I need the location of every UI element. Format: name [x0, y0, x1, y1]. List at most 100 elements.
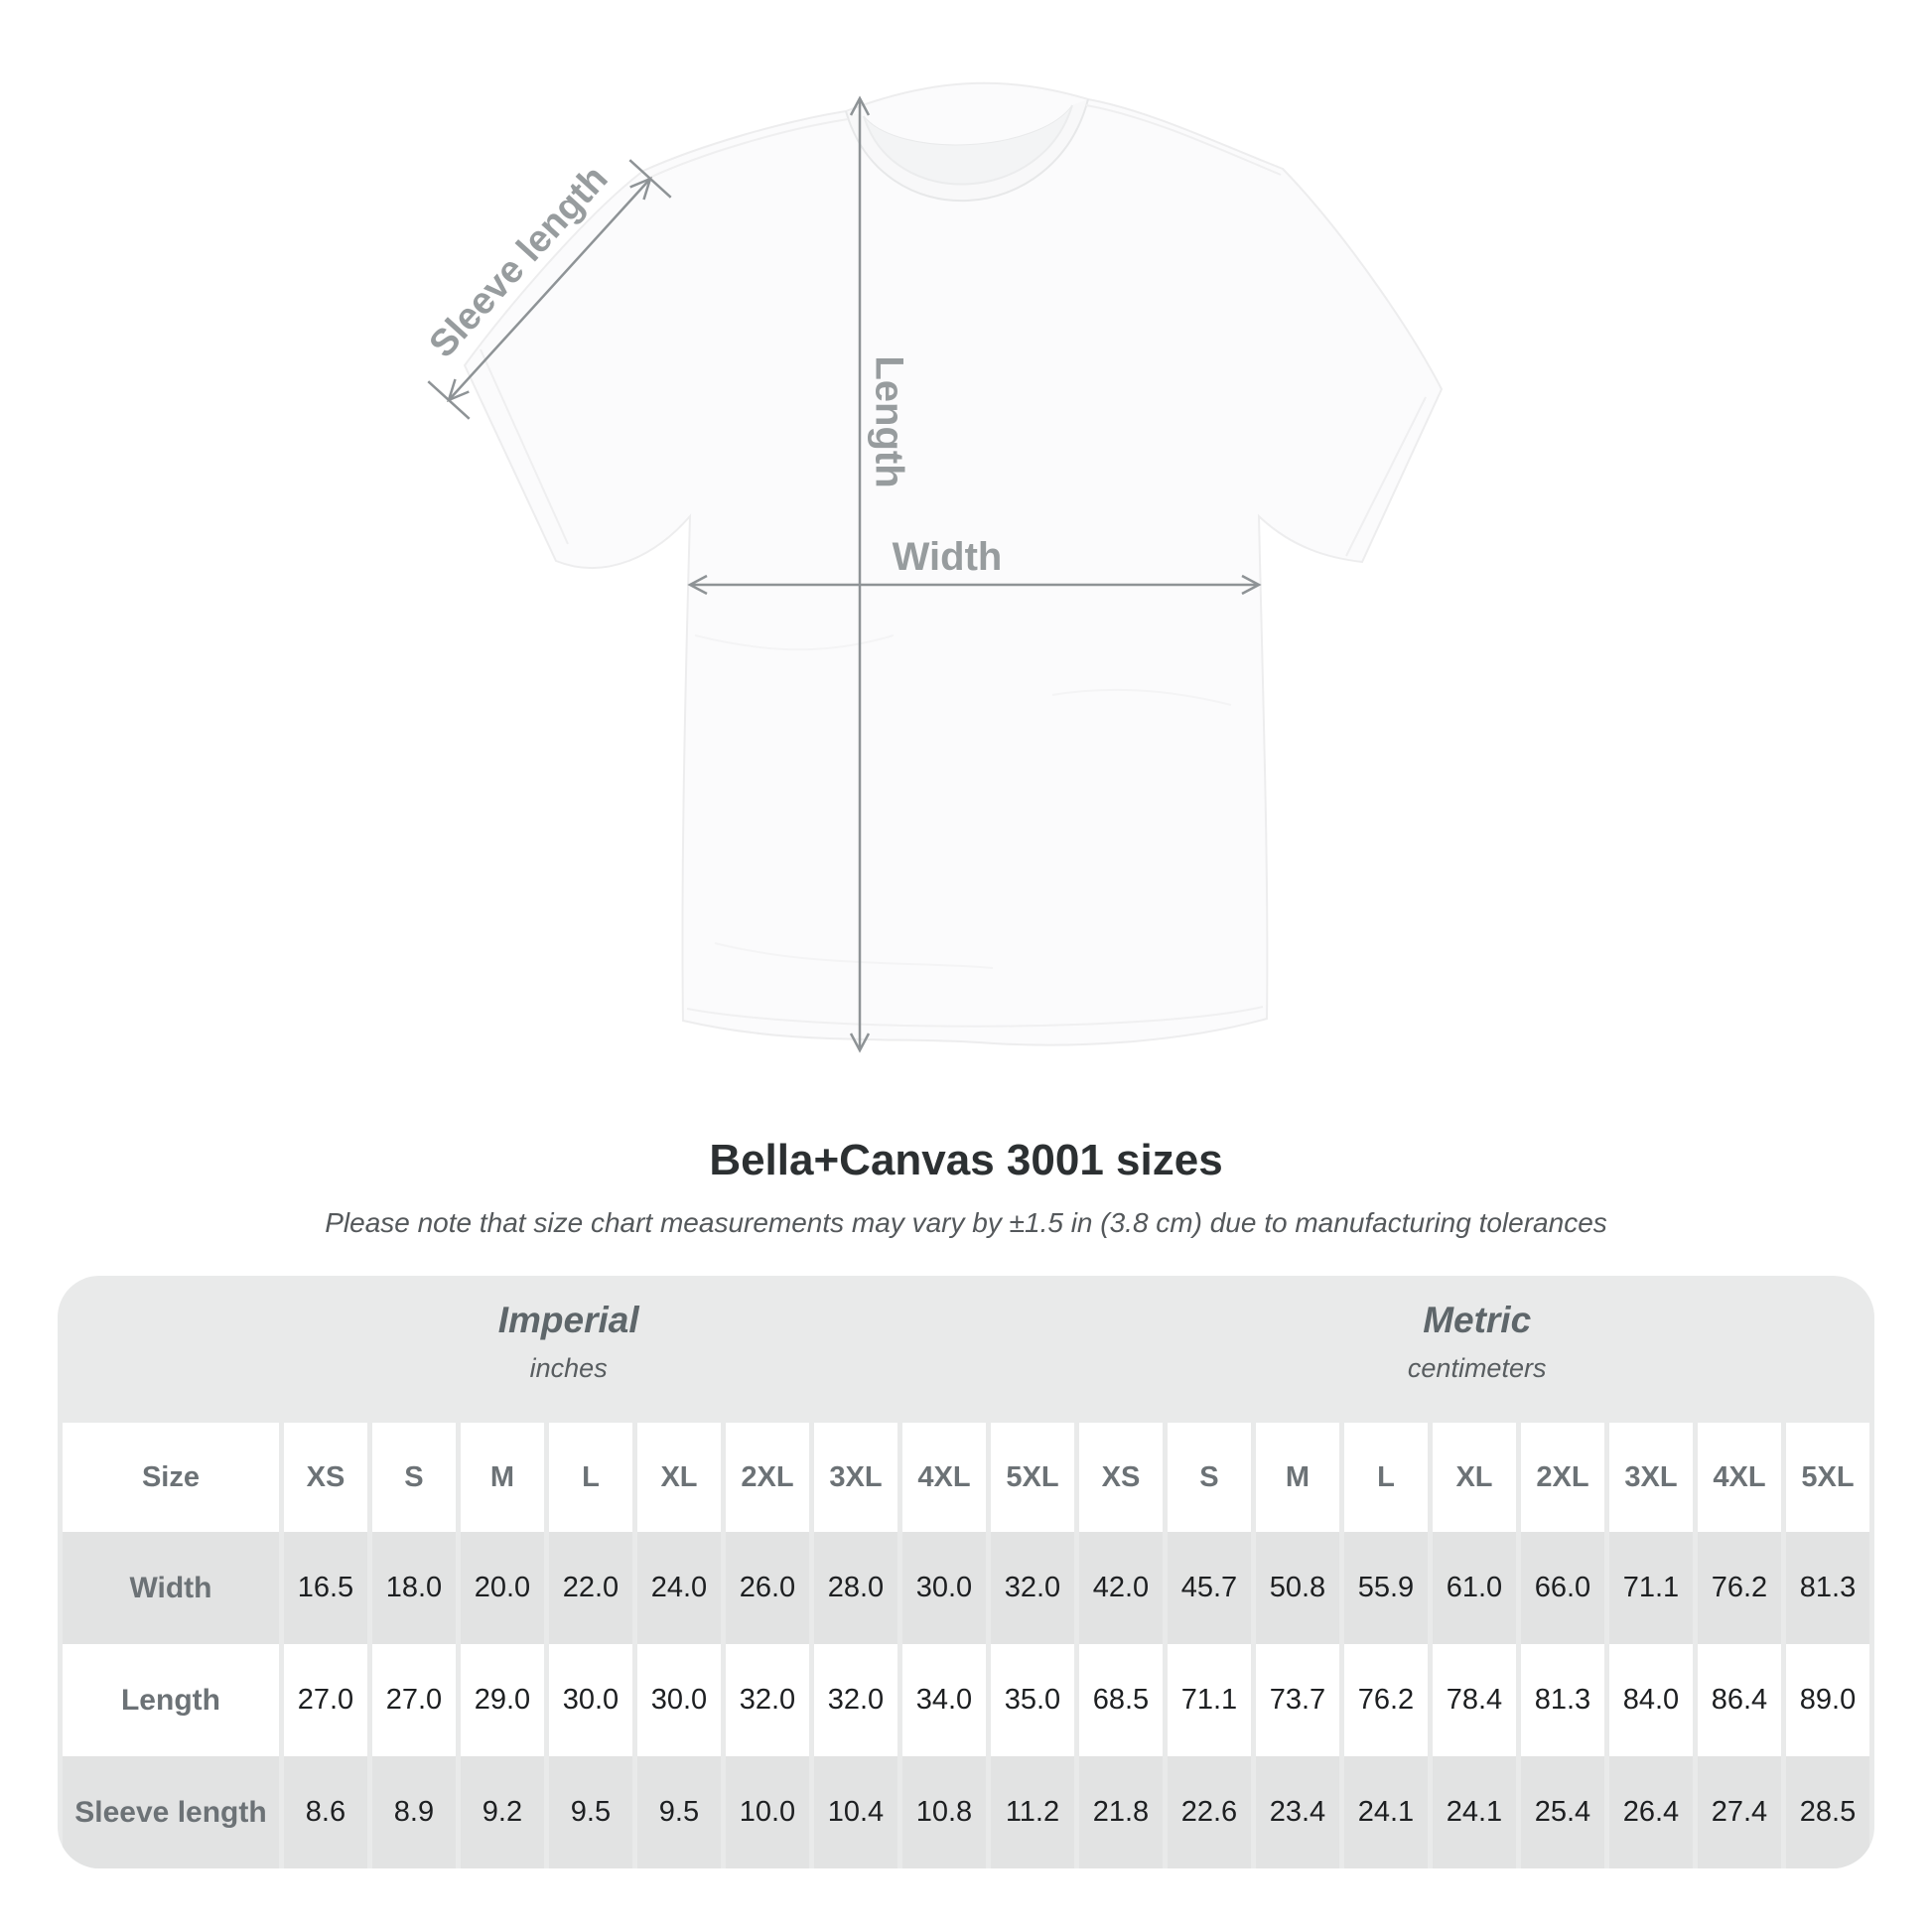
table-row: Sleeve length 8.6 8.9 9.2 9.5 9.5 10.0 10.4 10.8…	[63, 1756, 1869, 1868]
tshirt-hem-stitch	[686, 1006, 1264, 1028]
sleeve-length-arrow	[427, 159, 672, 420]
size-value-cell: 24.0	[636, 1532, 721, 1644]
size-value-cell: 50.8	[1255, 1532, 1339, 1644]
size-col-header: XL	[1432, 1423, 1516, 1532]
size-value-cell: 61.0	[1432, 1532, 1516, 1644]
size-value-cell: 26.0	[725, 1532, 809, 1644]
size-value-cell: 81.3	[1785, 1532, 1869, 1644]
size-value-cell: 28.0	[813, 1532, 897, 1644]
imperial-unit-label: inches	[529, 1353, 608, 1383]
table-row: Length 27.0 27.0 29.0 30.0 30.0 32.0 32.0 34.0 35…	[63, 1644, 1869, 1756]
size-value-cell: 24.1	[1432, 1756, 1516, 1868]
size-value-cell: 18.0	[371, 1532, 456, 1644]
row-label: Length	[63, 1644, 279, 1756]
size-col-header: 3XL	[813, 1423, 897, 1532]
size-value-cell: 30.0	[548, 1644, 632, 1756]
size-value-cell: 23.4	[1255, 1756, 1339, 1868]
size-col-header: XS	[283, 1423, 367, 1532]
tshirt-collar-band	[846, 99, 1088, 202]
size-value-cell: 9.5	[548, 1756, 632, 1868]
size-value-cell: 26.4	[1608, 1756, 1693, 1868]
size-col-header: L	[548, 1423, 632, 1532]
size-col-header: L	[1343, 1423, 1428, 1532]
size-value-cell: 16.5	[283, 1532, 367, 1644]
size-value-cell: 71.1	[1608, 1532, 1693, 1644]
metric-heading: Metric	[1423, 1300, 1532, 1340]
tolerance-note: Please note that size chart measurements…	[325, 1207, 1607, 1238]
size-table-body: Width 16.5 18.0 20.0 22.0 24.0 26.0 28.0 30.0 32.…	[63, 1532, 1869, 1868]
size-value-cell: 45.7	[1167, 1532, 1251, 1644]
size-col-header: 3XL	[1608, 1423, 1693, 1532]
size-col-header: XL	[636, 1423, 721, 1532]
row-label: Sleeve length	[63, 1756, 279, 1868]
tshirt-wrinkle	[694, 634, 895, 651]
size-col-header: 5XL	[990, 1423, 1074, 1532]
size-value-cell: 21.8	[1078, 1756, 1163, 1868]
size-value-cell: 84.0	[1608, 1644, 1693, 1756]
tshirt-body	[463, 81, 1444, 1046]
size-value-cell: 30.0	[901, 1532, 986, 1644]
size-value-cell: 27.0	[371, 1644, 456, 1756]
size-col-header: 5XL	[1785, 1423, 1869, 1532]
size-col-header: S	[371, 1423, 456, 1532]
metric-unit-label: centimeters	[1407, 1353, 1547, 1383]
size-value-cell: 78.4	[1432, 1644, 1516, 1756]
size-value-cell: 86.4	[1697, 1644, 1781, 1756]
size-value-cell: 11.2	[990, 1756, 1074, 1868]
size-value-cell: 9.5	[636, 1756, 721, 1868]
size-col-header: M	[1255, 1423, 1339, 1532]
size-value-cell: 76.2	[1697, 1532, 1781, 1644]
unit-headings-row: Imperial inches Metric centimeters	[58, 1276, 1874, 1423]
size-corner-header: Size	[63, 1423, 279, 1532]
size-value-cell: 10.0	[725, 1756, 809, 1868]
size-value-cell: 8.9	[371, 1756, 456, 1868]
imperial-heading-group: Imperial inches	[58, 1276, 1079, 1423]
size-value-cell: 22.0	[548, 1532, 632, 1644]
width-label: Width	[893, 535, 1003, 579]
size-value-cell: 71.1	[1167, 1644, 1251, 1756]
size-value-cell: 10.8	[901, 1756, 986, 1868]
size-value-cell: 89.0	[1785, 1644, 1869, 1756]
tshirt-left-shoulder-seam	[646, 118, 849, 180]
imperial-heading: Imperial	[497, 1300, 639, 1340]
size-col-header: 2XL	[1520, 1423, 1604, 1532]
size-value-cell: 29.0	[460, 1644, 544, 1756]
tshirt-right-cuff-seam	[1345, 396, 1427, 557]
metric-heading-group: Metric centimeters	[1079, 1276, 1874, 1423]
size-value-cell: 28.5	[1785, 1756, 1869, 1868]
size-value-cell: 76.2	[1343, 1644, 1428, 1756]
size-col-header: M	[460, 1423, 544, 1532]
size-value-cell: 81.3	[1520, 1644, 1604, 1756]
size-value-cell: 35.0	[990, 1644, 1074, 1756]
size-value-cell: 34.0	[901, 1644, 986, 1756]
size-value-cell: 10.4	[813, 1756, 897, 1868]
length-arrow	[849, 95, 871, 1053]
size-value-cell: 22.6	[1167, 1756, 1251, 1868]
size-value-cell: 27.0	[283, 1644, 367, 1756]
size-value-cell: 27.4	[1697, 1756, 1781, 1868]
size-value-cell: 32.0	[990, 1532, 1074, 1644]
page-title: Bella+Canvas 3001 sizes	[709, 1136, 1223, 1184]
table-row: Width 16.5 18.0 20.0 22.0 24.0 26.0 28.0 30.0 32.…	[63, 1532, 1869, 1644]
size-value-cell: 30.0	[636, 1644, 721, 1756]
size-header-row: Size XS S M L XL 2XL 3XL 4XL 5XL XS S M L XL 2XL 3XL 4XL 5…	[63, 1423, 1869, 1532]
tshirt-wrinkle	[714, 942, 994, 969]
size-value-cell: 32.0	[813, 1644, 897, 1756]
size-col-header: 4XL	[901, 1423, 986, 1532]
size-col-header: 4XL	[1697, 1423, 1781, 1532]
size-col-header: S	[1167, 1423, 1251, 1532]
tshirt-right-shoulder-seam	[1085, 104, 1282, 176]
tshirt-illustration: Sleeve length Length Width	[422, 81, 1444, 1053]
size-value-cell: 66.0	[1520, 1532, 1604, 1644]
size-col-header: XS	[1078, 1423, 1163, 1532]
size-col-header: 2XL	[725, 1423, 809, 1532]
size-table: Size XS S M L XL 2XL 3XL 4XL 5XL XS S M L XL 2XL 3XL 4XL 5…	[58, 1423, 1874, 1868]
size-value-cell: 25.4	[1520, 1756, 1604, 1868]
size-diagram: Sleeve length Length Width	[422, 81, 1444, 1053]
size-value-cell: 20.0	[460, 1532, 544, 1644]
tshirt-collar-outer-seam	[845, 98, 1089, 203]
size-value-cell: 32.0	[725, 1644, 809, 1756]
tshirt-collar-inner-seam	[863, 104, 1073, 186]
size-value-cell: 55.9	[1343, 1532, 1428, 1644]
